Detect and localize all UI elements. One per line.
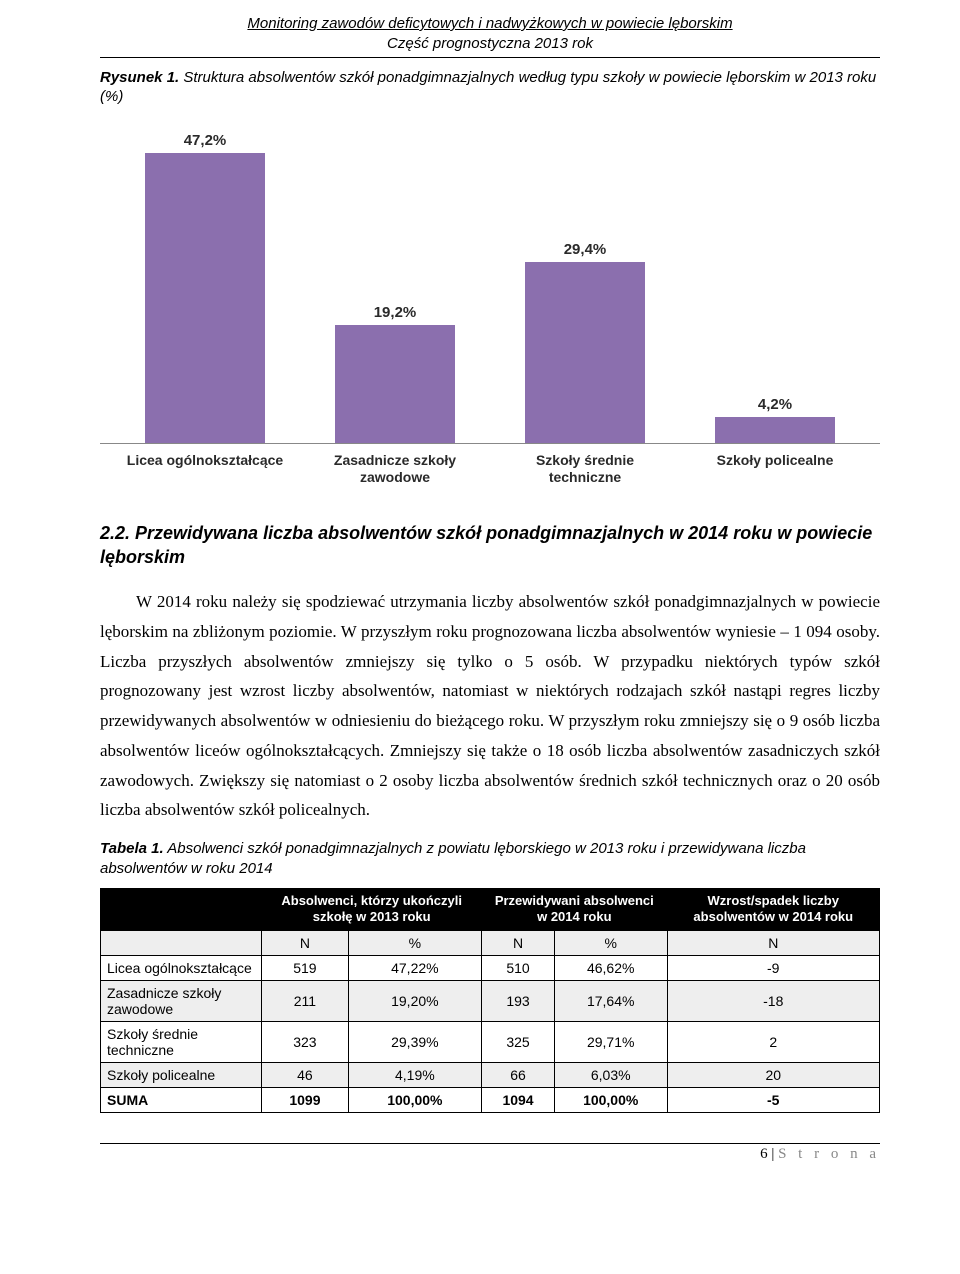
table-row: Licea ogólnokształcące51947,22%51046,62%… (101, 955, 880, 980)
table-row: Szkoły średnie techniczne32329,39%32529,… (101, 1021, 880, 1062)
cell-delta: -18 (667, 980, 880, 1021)
x-category-label: Szkoły policealne (691, 452, 858, 487)
cell-p2: 17,64% (554, 980, 667, 1021)
cell-n2: 66 (482, 1062, 555, 1087)
table-subheader: N % N % N (101, 930, 880, 955)
bar-column: 29,4% (501, 241, 668, 443)
data-table: Absolwenci, którzy ukończyli szkołę w 20… (100, 888, 880, 1113)
bar (335, 325, 455, 443)
page-footer: 6 | S t r o n a (100, 1143, 880, 1163)
cell-delta: 2 (667, 1021, 880, 1062)
cell-p2: 100,00% (554, 1087, 667, 1112)
bar-chart: 47,2% 19,2% 29,4% 4,2% Licea ogólnokształcą… (100, 123, 880, 487)
th-category (101, 889, 262, 931)
cell-p1: 4,19% (348, 1062, 482, 1087)
bar-value-label: 47,2% (184, 132, 227, 149)
header-line1: Monitoring zawodów deficytowych i nadwyż… (247, 15, 732, 32)
cell-n2: 193 (482, 980, 555, 1021)
cell-p2: 6,03% (554, 1062, 667, 1087)
cell-category: Szkoły policealne (101, 1062, 262, 1087)
cell-p1: 19,20% (348, 980, 482, 1021)
cell-n1: 211 (262, 980, 348, 1021)
subhead-n2: N (482, 930, 555, 955)
bar-column: 47,2% (121, 132, 288, 443)
figure-caption: Rysunek 1. Struktura absolwentów szkół p… (100, 68, 880, 107)
table-caption-bold: Tabela 1. (100, 840, 164, 857)
section-heading: 2.2. Przewidywana liczba absolwentów szk… (100, 521, 880, 570)
cell-n1: 519 (262, 955, 348, 980)
cell-p1: 29,39% (348, 1021, 482, 1062)
subhead-p1: % (348, 930, 482, 955)
cell-category: Zasadnicze szkoły zawodowe (101, 980, 262, 1021)
cell-n1: 46 (262, 1062, 348, 1087)
table-sum-row: SUMA1099100,00%1094100,00%-5 (101, 1087, 880, 1112)
cell-delta: 20 (667, 1062, 880, 1087)
cell-n1: 323 (262, 1021, 348, 1062)
table-row: Zasadnicze szkoły zawodowe21119,20%19317… (101, 980, 880, 1021)
page-header: Monitoring zawodów deficytowych i nadwyż… (100, 14, 880, 58)
figure-caption-bold: Rysunek 1. (100, 69, 179, 86)
bar-value-label: 29,4% (564, 241, 607, 258)
bar (145, 153, 265, 443)
cell-p2: 46,62% (554, 955, 667, 980)
header-line2: Część prognostyczna 2013 rok (387, 35, 593, 52)
subhead-n1: N (262, 930, 348, 955)
bar-column: 4,2% (691, 396, 858, 443)
body-paragraph: W 2014 roku należy się spodziewać utrzym… (100, 587, 880, 825)
th-przewidywani-2014: Przewidywani absolwenci w 2014 roku (482, 889, 667, 931)
bar-value-label: 19,2% (374, 304, 417, 321)
subhead-d: N (667, 930, 880, 955)
cell-n2: 1094 (482, 1087, 555, 1112)
x-category-label: Zasadnicze szkoły zawodowe (311, 452, 478, 487)
bar-value-label: 4,2% (758, 396, 792, 413)
subhead-p2: % (554, 930, 667, 955)
bar (525, 262, 645, 443)
th-wzrost-spadek: Wzrost/spadek liczby absolwentów w 2014 … (667, 889, 880, 931)
cell-n2: 510 (482, 955, 555, 980)
cell-category: SUMA (101, 1087, 262, 1112)
subhead-blank (101, 930, 262, 955)
x-category-label: Licea ogólnokształcące (121, 452, 288, 487)
cell-p2: 29,71% (554, 1021, 667, 1062)
bar (715, 417, 835, 443)
cell-category: Licea ogólnokształcące (101, 955, 262, 980)
table-caption-text: Absolwenci szkół ponadgimnazjalnych z po… (100, 840, 806, 877)
cell-category: Szkoły średnie techniczne (101, 1021, 262, 1062)
cell-n2: 325 (482, 1021, 555, 1062)
figure-caption-text: Struktura absolwentów szkół ponadgimnazj… (100, 69, 876, 106)
bar-column: 19,2% (311, 304, 478, 443)
cell-delta: -5 (667, 1087, 880, 1112)
table-row: Szkoły policealne464,19%666,03%20 (101, 1062, 880, 1087)
th-absolwenci-2013: Absolwenci, którzy ukończyli szkołę w 20… (262, 889, 482, 931)
page-word: S t r o n a (778, 1146, 880, 1162)
page-number: 6 (760, 1146, 768, 1162)
cell-p1: 47,22% (348, 955, 482, 980)
cell-delta: -9 (667, 955, 880, 980)
table-caption: Tabela 1. Absolwenci szkół ponadgimnazja… (100, 839, 880, 878)
cell-n1: 1099 (262, 1087, 348, 1112)
x-category-label: Szkoły średnie techniczne (501, 452, 668, 487)
cell-p1: 100,00% (348, 1087, 482, 1112)
